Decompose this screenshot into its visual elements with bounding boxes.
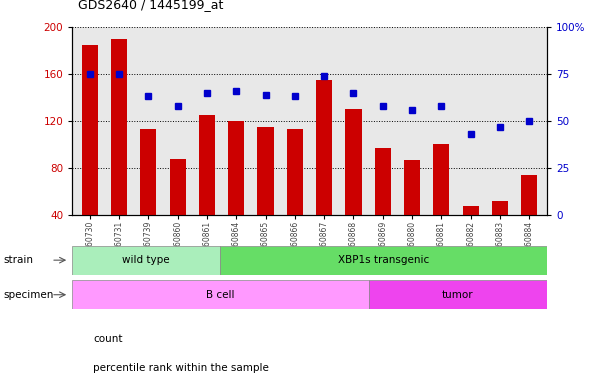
Bar — [72, 280, 369, 309]
Text: wild type: wild type — [123, 255, 170, 265]
Text: count: count — [93, 334, 123, 344]
Bar — [228, 121, 244, 262]
Text: B cell: B cell — [206, 290, 235, 300]
Text: tumor: tumor — [442, 290, 474, 300]
Bar — [287, 129, 303, 262]
Bar — [521, 175, 537, 262]
Text: GDS2640 / 1445199_at: GDS2640 / 1445199_at — [78, 0, 224, 12]
Bar — [257, 127, 273, 262]
Text: XBP1s transgenic: XBP1s transgenic — [338, 255, 429, 265]
Bar — [404, 160, 420, 262]
Bar — [492, 201, 508, 262]
Bar — [463, 206, 479, 262]
Text: strain: strain — [3, 255, 33, 265]
Bar — [433, 144, 450, 262]
Text: specimen: specimen — [3, 290, 53, 300]
Bar — [375, 148, 391, 262]
Bar — [140, 129, 156, 262]
Bar — [199, 115, 215, 262]
Bar — [111, 39, 127, 262]
Bar — [72, 246, 221, 275]
Bar — [346, 109, 362, 262]
Bar — [316, 80, 332, 262]
Bar — [169, 159, 186, 262]
Text: percentile rank within the sample: percentile rank within the sample — [93, 363, 269, 373]
Bar — [369, 280, 547, 309]
Bar — [221, 246, 547, 275]
Bar — [82, 45, 98, 262]
